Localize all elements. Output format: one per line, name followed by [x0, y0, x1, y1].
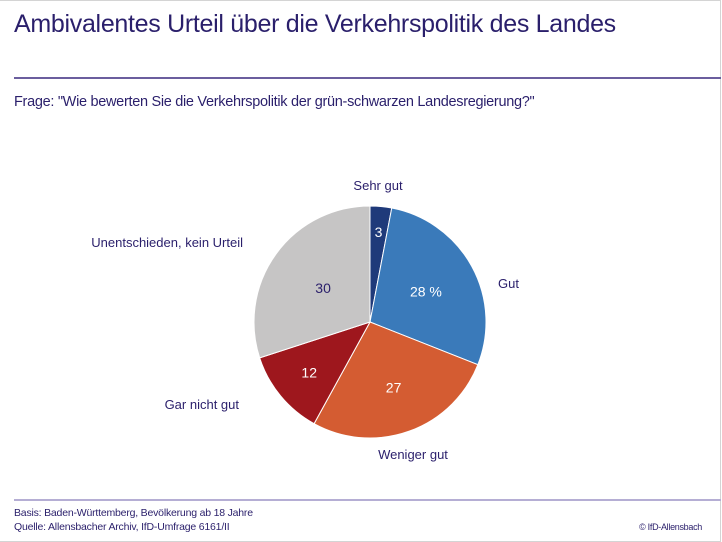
value-label-1: 28 % [410, 283, 442, 299]
title-divider [14, 77, 721, 79]
pie-slice-unentschieden-kein-urteil [253, 205, 371, 359]
pie-slice-gar-nicht-gut [259, 321, 372, 425]
value-label-4: 30 [315, 280, 331, 296]
chart-title: Ambivalentes Urteil über die Verkehrspol… [14, 10, 616, 38]
category-label-weniger-gut: Weniger gut [378, 447, 448, 462]
value-label-3: 12 [301, 364, 317, 380]
category-label-unentschieden: Unentschieden, kein Urteil [91, 235, 243, 250]
pie-value-labels: 3 28 % 27 12 30 [301, 224, 441, 396]
copyright: © IfD-Allensbach [639, 522, 702, 532]
value-label-2: 27 [386, 379, 402, 395]
footer-divider [14, 499, 721, 501]
category-label-gar-nicht-gut: Gar nicht gut [165, 397, 240, 412]
value-label-0: 3 [375, 224, 383, 240]
category-label-sehr-gut: Sehr gut [353, 178, 403, 193]
pie-slices [253, 205, 487, 439]
survey-source: Quelle: Allensbacher Archiv, IfD-Umfrage… [14, 521, 230, 533]
pie-slice-gut [369, 207, 487, 366]
survey-question: Frage: "Wie bewerten Sie die Verkehrspol… [14, 94, 535, 110]
category-label-gut: Gut [498, 276, 519, 291]
pie-slice-weniger-gut [313, 321, 479, 439]
survey-basis: Basis: Baden-Württemberg, Bevölkerung ab… [14, 507, 253, 519]
pie-category-labels: Sehr gut Gut Weniger gut Gar nicht gut U… [91, 178, 519, 462]
